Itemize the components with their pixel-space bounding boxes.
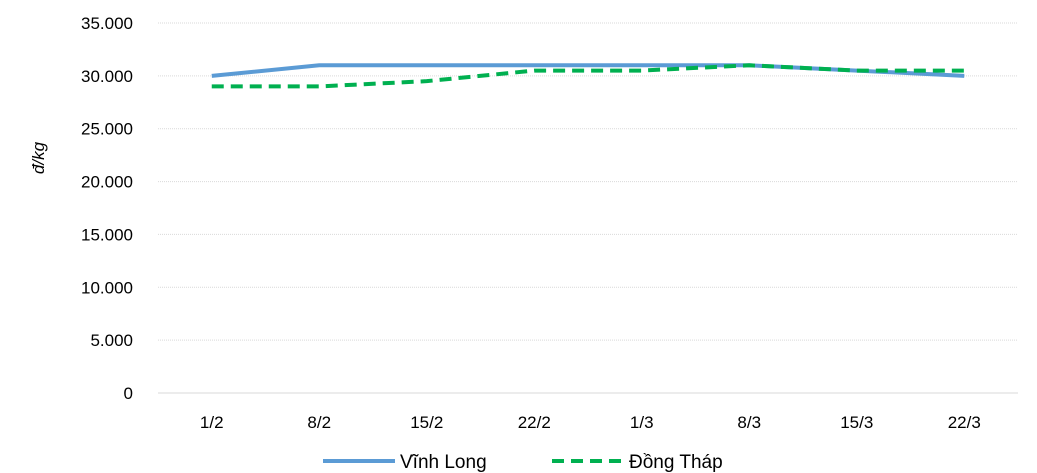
y-tick-label: 10.000 <box>81 278 133 297</box>
series-lines <box>211 63 965 89</box>
y-tick-label: 15.000 <box>81 225 133 244</box>
x-tick-label: 22/3 <box>948 413 981 432</box>
y-tick-label: 30.000 <box>81 67 133 86</box>
y-tick-label: 20.000 <box>81 173 133 192</box>
x-tick-label: 22/2 <box>518 413 551 432</box>
y-tick-label: 0 <box>124 384 133 403</box>
x-tick-label: 15/3 <box>840 413 873 432</box>
x-tick-label: 8/2 <box>307 413 331 432</box>
gridlines <box>158 22 1018 341</box>
y-tick-label: 25.000 <box>81 120 133 139</box>
y-axis-label: đ/kg <box>29 141 48 174</box>
x-tick-labels: 1/2 8/2 15/2 22/2 1/3 8/3 15/3 22/3 <box>200 413 981 432</box>
series-line <box>211 63 965 78</box>
x-tick-label: 15/2 <box>410 413 443 432</box>
legend-label: Vĩnh Long <box>400 452 487 473</box>
legend-label: Đồng Tháp <box>629 452 723 473</box>
y-tick-label: 35.000 <box>81 14 133 33</box>
x-tick-label: 8/3 <box>737 413 761 432</box>
x-tick-label: 1/2 <box>200 413 224 432</box>
y-tick-label: 5.000 <box>90 331 133 350</box>
series-line <box>211 63 965 89</box>
x-tick-label: 1/3 <box>630 413 654 432</box>
legend: Vĩnh Long Đồng Tháp <box>323 452 723 473</box>
y-tick-labels: 0 5.000 10.000 15.000 20.000 25.000 30.000 35.0… <box>81 14 133 403</box>
